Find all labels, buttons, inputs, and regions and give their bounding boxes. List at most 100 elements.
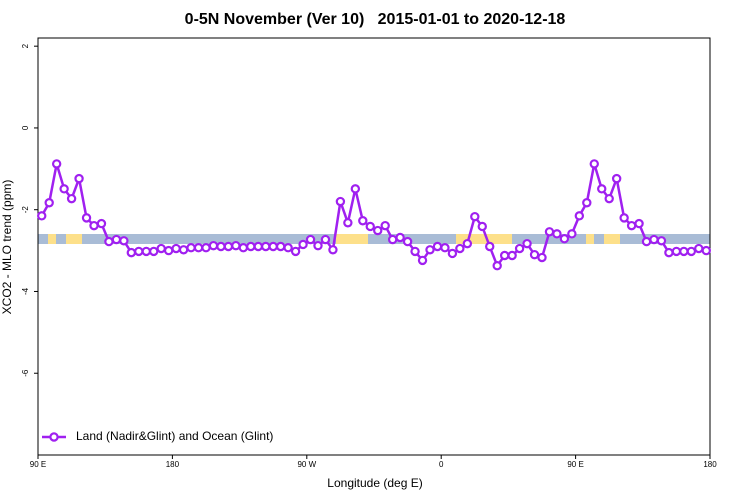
data-point xyxy=(74,173,84,184)
data-point xyxy=(522,238,532,249)
data-point xyxy=(589,159,599,169)
data-point xyxy=(470,211,480,222)
data-point xyxy=(694,243,704,254)
y-tick-label: -2 xyxy=(21,206,30,214)
data-point xyxy=(387,234,398,245)
data-point xyxy=(223,241,234,252)
data-point xyxy=(59,184,69,194)
data-point xyxy=(283,243,293,253)
data-point xyxy=(298,239,308,250)
data-point xyxy=(37,211,47,221)
chart-title: 0-5N November (Ver 10) 2015-01-01 to 202… xyxy=(185,11,566,28)
data-point xyxy=(365,221,375,232)
x-axis-title: Longitude (deg E) xyxy=(327,476,422,490)
data-point xyxy=(111,234,122,245)
data-point xyxy=(305,234,316,245)
data-point xyxy=(193,243,204,253)
data-point xyxy=(410,246,420,257)
data-point xyxy=(343,218,353,228)
data-point xyxy=(634,218,644,229)
data-point xyxy=(507,250,517,261)
x-tick-label: 90 W xyxy=(297,460,316,469)
data-point xyxy=(544,227,555,237)
data-point xyxy=(701,245,711,256)
data-point xyxy=(574,211,585,221)
ocean-band xyxy=(38,234,710,244)
data-point xyxy=(514,243,525,254)
data-point xyxy=(96,218,107,229)
data-point xyxy=(619,213,629,223)
y-tick-label: -4 xyxy=(21,287,30,295)
data-point xyxy=(447,248,458,259)
data-point xyxy=(567,229,577,239)
data-point xyxy=(104,236,114,247)
data-point xyxy=(597,184,607,194)
x-tick-label: 90 E xyxy=(30,460,46,469)
data-point xyxy=(89,220,99,231)
land-patch xyxy=(48,234,56,244)
legend-swatch-marker xyxy=(49,432,59,442)
y-axis-title: XCO2 - MLO trend (ppm) xyxy=(0,180,14,315)
data-point xyxy=(328,245,338,255)
data-point xyxy=(156,243,166,254)
x-tick-label: 0 xyxy=(439,460,444,469)
data-point xyxy=(537,252,547,263)
data-point xyxy=(44,198,54,208)
data-point xyxy=(231,240,241,251)
data-point xyxy=(253,241,263,252)
data-point xyxy=(641,236,652,247)
plot-frame xyxy=(37,37,711,456)
data-point xyxy=(626,220,637,231)
land-patch xyxy=(66,234,82,244)
data-point xyxy=(66,193,77,204)
y-tick-label: -6 xyxy=(21,369,30,377)
data-point xyxy=(559,234,570,244)
y-tick-label: 2 xyxy=(21,43,30,48)
data-point xyxy=(611,173,622,184)
data-point xyxy=(649,234,659,245)
legend: Land (Nadir&Glint) and Ocean (Glint) xyxy=(42,429,273,443)
data-point xyxy=(499,250,510,261)
data-point xyxy=(440,243,450,253)
x-tick-label: 180 xyxy=(703,460,717,469)
data-point xyxy=(149,246,159,257)
data-point xyxy=(171,243,181,254)
data-point xyxy=(582,198,592,208)
data-point xyxy=(664,247,674,258)
data-point xyxy=(432,241,443,252)
data-point xyxy=(373,225,383,236)
surface-band xyxy=(38,234,710,244)
data-point xyxy=(216,241,226,252)
data-point xyxy=(455,243,465,254)
data-point xyxy=(425,245,435,255)
data-point xyxy=(275,241,286,252)
data-point xyxy=(402,236,413,247)
data-point xyxy=(178,245,189,255)
data-point xyxy=(119,236,129,246)
legend-label: Land (Nadir&Glint) and Ocean (Glint) xyxy=(76,429,273,443)
data-point xyxy=(477,221,487,232)
land-patch xyxy=(336,234,368,244)
data-point xyxy=(395,232,405,243)
data-point xyxy=(238,243,249,253)
land-patch xyxy=(456,234,512,244)
data-point xyxy=(656,236,667,246)
data-point xyxy=(686,246,697,257)
data-point xyxy=(208,240,219,251)
data-point xyxy=(246,241,256,252)
data-point xyxy=(51,159,62,169)
x-tick-label: 90 E xyxy=(567,460,583,469)
land-patch xyxy=(586,234,594,244)
data-point xyxy=(141,246,151,257)
x-tick-label: 180 xyxy=(166,460,180,469)
y-tick-label: 0 xyxy=(21,125,30,130)
data-point xyxy=(335,196,346,207)
data-point xyxy=(290,246,301,257)
data-point xyxy=(261,241,271,252)
data-point xyxy=(350,184,361,194)
data-point xyxy=(417,255,428,266)
data-point xyxy=(529,249,540,260)
data-point xyxy=(380,220,390,231)
data-point xyxy=(320,234,331,245)
land-patch xyxy=(604,234,620,244)
